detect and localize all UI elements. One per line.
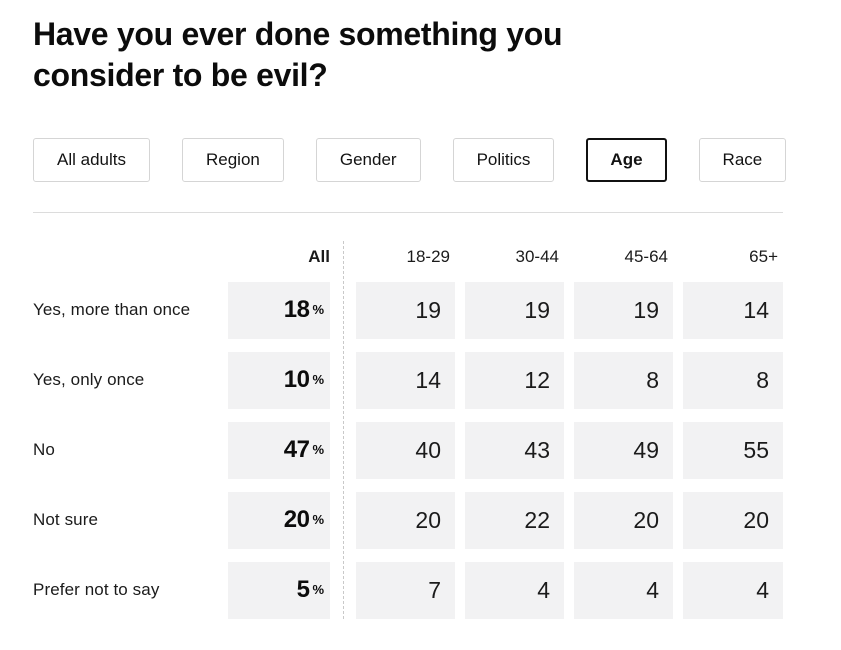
cell-all-value: 5% xyxy=(228,561,330,619)
percent-sign: % xyxy=(312,582,324,598)
row-label: Prefer not to say xyxy=(33,580,160,600)
tab-race[interactable]: Race xyxy=(698,137,787,182)
percent-sign: % xyxy=(312,372,324,388)
cell-value: 12 xyxy=(465,351,564,409)
cell-value: 20 xyxy=(683,491,783,549)
cell-value: 40 xyxy=(356,421,455,479)
cell-all-value: 20% xyxy=(228,491,330,549)
cell-value: 4 xyxy=(465,561,564,619)
column-header-all: All xyxy=(308,246,330,266)
tab-age[interactable]: Age xyxy=(586,137,667,182)
cell-value: 8 xyxy=(683,351,783,409)
percent-sign: % xyxy=(312,442,324,458)
tab-all-adults[interactable]: All adults xyxy=(33,137,150,182)
all-value: 47 xyxy=(283,436,310,464)
column-header-65plus: 65+ xyxy=(749,246,778,266)
dashed-column-divider xyxy=(342,240,344,619)
row-label: Not sure xyxy=(33,510,99,530)
cell-value: 20 xyxy=(574,491,673,549)
page-title: Have you ever done something you conside… xyxy=(33,16,563,93)
cell-value: 4 xyxy=(574,561,673,619)
all-value: 20 xyxy=(283,506,310,534)
cell-all-value: 47% xyxy=(228,421,330,479)
cell-value: 19 xyxy=(356,281,455,339)
tab-region[interactable]: Region xyxy=(181,137,284,182)
column-header-30-44: 30-44 xyxy=(515,246,559,266)
cell-value: 4 xyxy=(683,561,783,619)
cell-value: 49 xyxy=(574,421,673,479)
cell-value: 19 xyxy=(465,281,564,339)
column-header-18-29: 18-29 xyxy=(406,246,450,266)
cell-all-value: 10% xyxy=(228,351,330,409)
row-label: Yes, more than once xyxy=(33,300,191,320)
all-value: 18 xyxy=(283,296,310,324)
poll-widget: Have you ever done something you conside… xyxy=(0,14,816,619)
cell-value: 20 xyxy=(356,491,455,549)
cell-value: 7 xyxy=(356,561,455,619)
header-spacer xyxy=(33,241,218,269)
percent-sign: % xyxy=(312,302,324,318)
all-value: 5 xyxy=(296,576,310,604)
cell-value: 55 xyxy=(683,421,783,479)
percent-sign: % xyxy=(312,512,324,528)
results-table: All 18-29 30-44 45-64 65+ Yes, more than… xyxy=(33,240,783,619)
filter-tabs: All adults Region Gender Politics Age Ra… xyxy=(33,137,787,182)
section-divider xyxy=(33,211,783,213)
tab-politics[interactable]: Politics xyxy=(452,137,555,182)
cell-value: 8 xyxy=(574,351,673,409)
cell-value: 43 xyxy=(465,421,564,479)
all-value: 10 xyxy=(283,366,310,394)
cell-value: 14 xyxy=(683,281,783,339)
cell-all-value: 18% xyxy=(228,281,330,339)
cell-value: 19 xyxy=(574,281,673,339)
row-label: No xyxy=(33,440,55,460)
column-header-45-64: 45-64 xyxy=(624,246,668,266)
cell-value: 22 xyxy=(465,491,564,549)
row-label: Yes, only once xyxy=(33,370,145,390)
cell-value: 14 xyxy=(356,351,455,409)
tab-gender[interactable]: Gender xyxy=(315,137,421,182)
